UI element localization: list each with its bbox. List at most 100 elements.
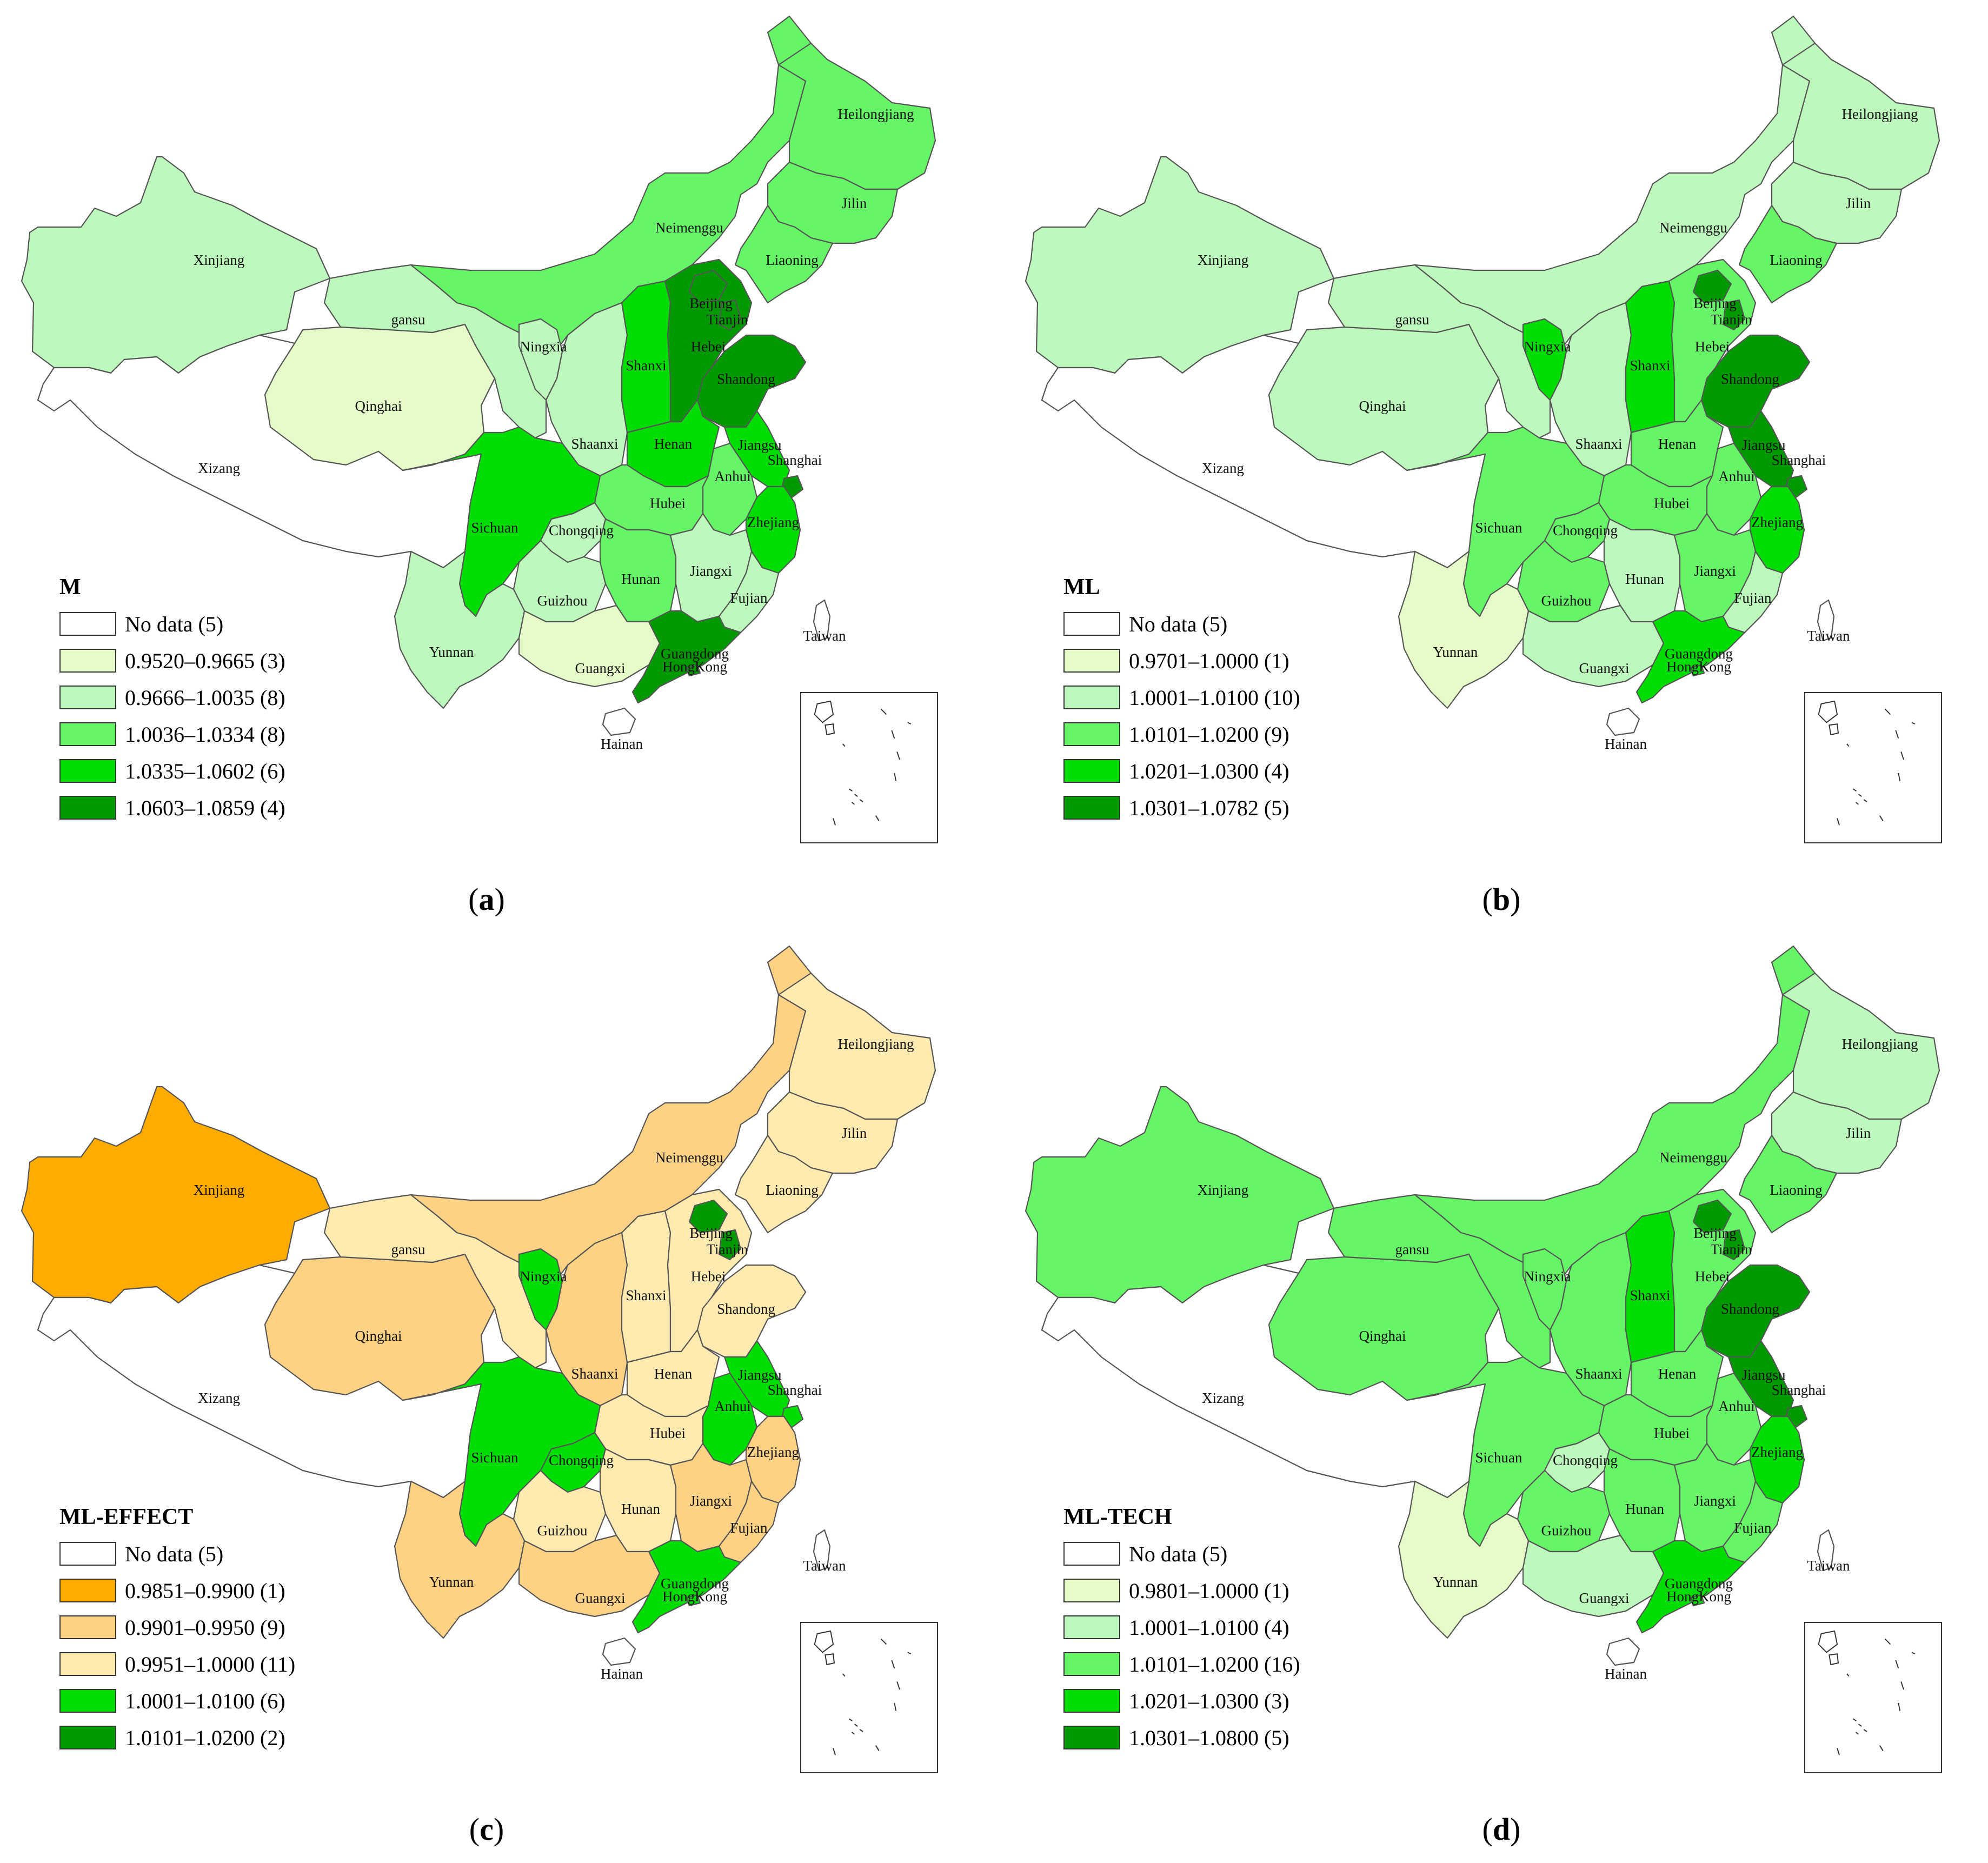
inset-island-mark [825,1653,835,1666]
province-heilongjiang [777,42,936,190]
legend-swatch [59,1652,116,1676]
legend-label: 1.0001–1.0100 (10) [1129,685,1300,710]
province-label-guangdong: Guangdong [661,1575,729,1592]
province-label-guangxi: Guangxi [1579,1590,1630,1606]
inset-island-mark [891,1660,895,1669]
inset-island-mark [1829,723,1839,736]
province-label-guizhou: Guizhou [537,1522,588,1539]
province-label-tianjin: Tianjin [1710,311,1752,328]
inset-island-mark [1879,815,1884,821]
south-china-sea-inset [800,1622,938,1773]
inset-island-mark [1898,1702,1901,1711]
legend-swatch [1063,759,1120,783]
province-tianjin [718,1229,742,1261]
legend-label: 0.9851–0.9900 (1) [125,1578,285,1603]
province-label-anhui: Anhui [1718,468,1755,484]
legend-item: 1.0335–1.0602 (6) [59,753,384,789]
province-labels: Xinjiang Xizang Qinghai gansu Neimenggu Heilo… [1198,1036,1918,1682]
inset-island-mark [1884,1639,1891,1645]
inset-island-mark [1858,794,1862,797]
province-beijing [688,1199,728,1234]
province-label-henan: Henan [1658,436,1697,452]
legend-swatch [1063,1542,1120,1566]
province-tianjin [1722,1229,1746,1261]
legend-label: No data (5) [125,611,224,636]
legend-item: 0.9666–1.0035 (8) [59,679,384,716]
china-map: Xinjiang Xizang Qinghai gansu Neimenggu Heilo… [21,945,936,1682]
province-label-beijing: Beijing [689,1225,733,1241]
province-label-jilin: Jilin [842,1125,867,1141]
province-qinghai [264,1253,496,1401]
province-label-fujian: Fujian [730,590,768,606]
province-label-ningxia: Ningxia [520,1268,567,1285]
inset-island-mark [1863,799,1867,802]
province-label-jilin: Jilin [1846,195,1871,211]
province-labels: Xinjiang Xizang Qinghai gansu Neimenggu Heilo… [194,1036,914,1682]
province-label-guizhou: Guizhou [1541,1522,1592,1539]
province-label-hongkong: HongKong [1666,658,1731,675]
province-label-yunnan: Yunnan [1433,644,1478,660]
inset-island-mark [875,815,880,821]
province-label-jilin: Jilin [1846,1125,1871,1141]
province-label-hunan: Hunan [621,571,660,587]
legend-label: 0.9951–1.0000 (11) [125,1652,296,1676]
province-label-jiangsu: Jiangsu [1742,437,1786,453]
province-label-sichuan: Sichuan [471,1449,518,1466]
province-hainan [1606,1637,1640,1666]
legend-label: 1.0301–1.0800 (5) [1129,1725,1289,1750]
province-label-zhejiang: Zhejiang [747,514,799,530]
province-label-hebei: Hebei [691,1268,726,1285]
province-label-guangxi: Guangxi [575,660,626,676]
province-label-gansu: gansu [391,1241,425,1257]
province-label-neimenggu: Neimenggu [1659,219,1727,236]
province-liaoning [734,1134,834,1234]
inset-island-mark [896,751,901,760]
province-label-xinjiang: Xinjiang [194,1182,245,1198]
inset-island-mark [814,1630,834,1653]
province-label-heilongjiang: Heilongjiang [1842,1036,1918,1052]
panel-caption: (d) [1482,1812,1521,1847]
province-label-hongkong: HongKong [662,1588,727,1605]
province-label-neimenggu: Neimenggu [1659,1149,1727,1166]
legend-label: No data (5) [1129,1541,1228,1566]
province-label-chongqing: Chongqing [549,522,614,538]
province-label-guizhou: Guizhou [1541,593,1592,609]
legend-rows: No data (5) 0.9520–0.9665 (3) 0.9666–1.003… [59,606,384,826]
panel-caption: (c) [469,1812,504,1847]
province-label-henan: Henan [1658,1366,1697,1382]
province-label-guangxi: Guangxi [1579,660,1630,676]
province-label-anhui: Anhui [714,468,751,484]
province-tianjin [1722,299,1746,331]
province-label-tianjin: Tianjin [706,311,748,328]
province-label-hunan: Hunan [621,1501,660,1517]
legend-item: 1.0001–1.0100 (4) [1063,1609,1388,1646]
province-label-liaoning: Liaoning [1770,252,1822,268]
inset-island-mark [907,722,912,725]
legend-label: 1.0335–1.0602 (6) [125,758,285,783]
province-labels: Xinjiang Xizang Qinghai gansu Neimenggu Heilo… [194,106,914,752]
province-label-shaanxi: Shaanxi [571,1366,619,1382]
inset-island-mark [833,818,836,826]
province-label-fujian: Fujian [730,1520,768,1536]
province-label-taiwan: Taiwan [803,1558,846,1574]
province-beijing [688,269,728,304]
legend-label: 0.9801–1.0000 (1) [1129,1578,1289,1603]
inset-island-mark [1846,743,1850,747]
province-label-beijing: Beijing [1693,295,1737,311]
legend-item: 1.0101–1.0200 (2) [59,1719,384,1756]
province-label-yunnan: Yunnan [429,644,474,660]
inset-island-mark [851,1732,855,1735]
inset-island-mark [875,1745,880,1751]
province-shanxi [1625,1210,1675,1363]
map-legend: M No data (5) 0.9520–0.9665 (3) 0.9666–1.0… [59,573,384,826]
map-panel-b: Xinjiang Xizang Qinghai gansu Neimenggu Heilo… [1004,0,1988,917]
province-shanxi [621,1210,671,1363]
inset-island-mark [854,1724,858,1727]
inset-island-mark [849,788,853,792]
legend-swatch [1063,1726,1120,1749]
province-label-hainan: Hainan [1605,736,1647,752]
inset-island-mark [880,709,887,715]
province-label-shanxi: Shanxi [1630,1287,1670,1303]
caption-letter: a [478,882,495,917]
province-label-jilin: Jilin [842,195,867,211]
